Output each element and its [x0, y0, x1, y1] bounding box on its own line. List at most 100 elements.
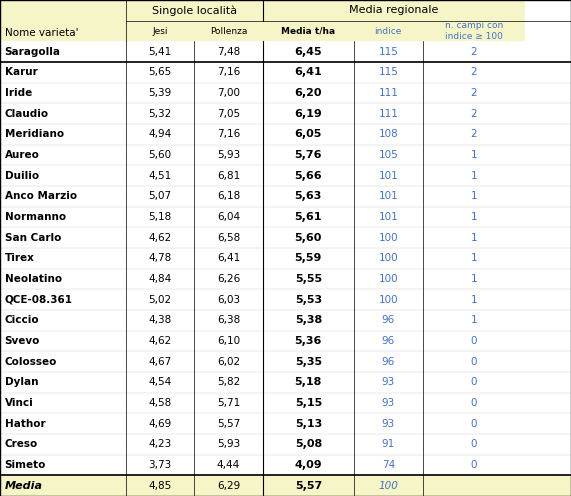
- Text: Iride: Iride: [5, 88, 32, 98]
- Text: 1: 1: [471, 212, 477, 222]
- Text: 100: 100: [379, 233, 398, 243]
- Bar: [126, 0, 263, 21]
- Text: Jesi: Jesi: [152, 26, 168, 36]
- Text: 4,78: 4,78: [148, 253, 171, 263]
- Bar: [0, 289, 571, 310]
- Text: 93: 93: [381, 377, 395, 387]
- Text: 0: 0: [471, 336, 477, 346]
- Text: 74: 74: [381, 460, 395, 470]
- Text: Meridiano: Meridiano: [5, 129, 64, 139]
- Text: Karur: Karur: [5, 67, 37, 77]
- Text: 93: 93: [381, 398, 395, 408]
- Text: 2: 2: [471, 109, 477, 119]
- Text: 4,54: 4,54: [148, 377, 171, 387]
- Bar: [194, 21, 263, 41]
- Text: 5,63: 5,63: [295, 191, 322, 201]
- Text: 6,41: 6,41: [217, 253, 240, 263]
- Text: 4,51: 4,51: [148, 171, 171, 181]
- Text: 7,00: 7,00: [217, 88, 240, 98]
- Text: 6,41: 6,41: [295, 67, 322, 77]
- Text: 6,38: 6,38: [217, 315, 240, 325]
- Text: 4,62: 4,62: [148, 336, 171, 346]
- Text: 0: 0: [471, 419, 477, 429]
- Text: 5,53: 5,53: [295, 295, 322, 305]
- Text: Duilio: Duilio: [5, 171, 39, 181]
- Text: Media: Media: [5, 481, 43, 491]
- Text: 4,38: 4,38: [148, 315, 171, 325]
- Text: 100: 100: [379, 481, 398, 491]
- Bar: [0, 351, 571, 372]
- Text: 6,03: 6,03: [217, 295, 240, 305]
- Text: 6,10: 6,10: [217, 336, 240, 346]
- Text: 5,02: 5,02: [148, 295, 171, 305]
- Bar: [0, 165, 571, 186]
- Text: 2: 2: [471, 47, 477, 57]
- Bar: [0, 248, 571, 269]
- Bar: [423, 21, 525, 41]
- Bar: [263, 0, 525, 21]
- Text: 5,76: 5,76: [295, 150, 322, 160]
- Text: 1: 1: [471, 315, 477, 325]
- Text: 115: 115: [379, 47, 398, 57]
- Text: 96: 96: [381, 315, 395, 325]
- Text: indice: indice: [375, 26, 402, 36]
- Text: 4,58: 4,58: [148, 398, 171, 408]
- Bar: [0, 103, 571, 124]
- Text: 6,05: 6,05: [295, 129, 322, 139]
- Text: 5,55: 5,55: [295, 274, 322, 284]
- Text: Saragolla: Saragolla: [5, 47, 61, 57]
- Text: 91: 91: [381, 439, 395, 449]
- Text: 4,23: 4,23: [148, 439, 171, 449]
- Bar: [0, 227, 571, 248]
- Text: 6,45: 6,45: [295, 47, 322, 57]
- Text: 108: 108: [379, 129, 398, 139]
- Bar: [0, 393, 571, 413]
- Text: Creso: Creso: [5, 439, 38, 449]
- Text: 5,38: 5,38: [295, 315, 322, 325]
- Text: Singole località: Singole località: [151, 5, 237, 15]
- Text: Aureo: Aureo: [5, 150, 39, 160]
- Text: Colosseo: Colosseo: [5, 357, 57, 367]
- Text: 4,69: 4,69: [148, 419, 171, 429]
- Text: 1: 1: [471, 150, 477, 160]
- Text: 5,82: 5,82: [217, 377, 240, 387]
- Text: Hathor: Hathor: [5, 419, 45, 429]
- Text: 5,13: 5,13: [295, 419, 322, 429]
- Text: Media regionale: Media regionale: [349, 5, 439, 15]
- Text: 5,61: 5,61: [295, 212, 322, 222]
- Text: 1: 1: [471, 274, 477, 284]
- Text: Neolatino: Neolatino: [5, 274, 62, 284]
- Bar: [0, 310, 571, 331]
- Text: 4,84: 4,84: [148, 274, 171, 284]
- Text: Tirex: Tirex: [5, 253, 34, 263]
- Text: 1: 1: [471, 295, 477, 305]
- Bar: [0, 331, 571, 351]
- Text: Vinci: Vinci: [5, 398, 33, 408]
- Text: 6,18: 6,18: [217, 191, 240, 201]
- Text: Ciccio: Ciccio: [5, 315, 39, 325]
- Bar: [126, 21, 194, 41]
- Bar: [0, 455, 571, 475]
- Text: 7,16: 7,16: [217, 67, 240, 77]
- Text: 7,05: 7,05: [217, 109, 240, 119]
- Bar: [0, 62, 571, 83]
- Text: 101: 101: [379, 191, 398, 201]
- Bar: [0, 269, 571, 289]
- Text: 111: 111: [379, 88, 398, 98]
- Bar: [0, 124, 571, 145]
- Text: 101: 101: [379, 212, 398, 222]
- Text: 5,65: 5,65: [148, 67, 171, 77]
- Text: 1: 1: [471, 233, 477, 243]
- Text: 1: 1: [471, 191, 477, 201]
- Text: 6,20: 6,20: [295, 88, 322, 98]
- Text: 5,15: 5,15: [295, 398, 322, 408]
- Text: 6,04: 6,04: [217, 212, 240, 222]
- Text: 0: 0: [471, 398, 477, 408]
- Text: 2: 2: [471, 129, 477, 139]
- Text: 5,57: 5,57: [217, 419, 240, 429]
- Text: 5,93: 5,93: [217, 150, 240, 160]
- Text: 5,36: 5,36: [295, 336, 322, 346]
- Text: 101: 101: [379, 171, 398, 181]
- Text: 100: 100: [379, 253, 398, 263]
- Text: 7,16: 7,16: [217, 129, 240, 139]
